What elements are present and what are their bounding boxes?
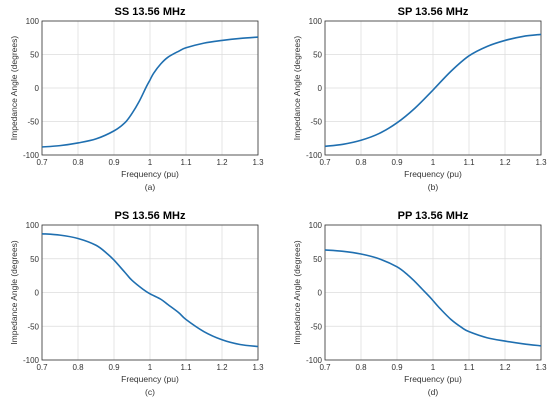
chart-title: PS 13.56 MHz bbox=[115, 210, 186, 222]
x-tick-label: 0.7 bbox=[36, 363, 48, 372]
panel-caption: (d) bbox=[428, 387, 439, 397]
x-tick-label: 1.2 bbox=[499, 363, 511, 372]
panel-caption: (a) bbox=[145, 182, 156, 192]
plot-frame bbox=[41, 20, 259, 156]
y-tick-label: 0 bbox=[318, 84, 323, 93]
panel-caption: (b) bbox=[428, 182, 439, 192]
y-tick-label: 0 bbox=[35, 84, 40, 93]
y-tick-label: -100 bbox=[23, 356, 40, 365]
series-line bbox=[41, 36, 259, 148]
x-tick-label: 1.1 bbox=[463, 363, 475, 372]
x-tick-label: 1.1 bbox=[463, 158, 475, 167]
panel-caption: (c) bbox=[145, 387, 155, 397]
x-tick-label: 0.8 bbox=[355, 158, 367, 167]
y-axis-label: Impedance Angle (degrees) bbox=[292, 36, 302, 141]
y-tick-label: 50 bbox=[30, 255, 39, 264]
x-tick-label: 1.1 bbox=[180, 158, 192, 167]
plot-frame bbox=[324, 20, 542, 156]
y-tick-label: 0 bbox=[318, 289, 323, 298]
plot-frame bbox=[41, 224, 259, 361]
x-tick-label: 0.8 bbox=[72, 363, 84, 372]
x-tick-label: 0.7 bbox=[319, 363, 331, 372]
chart-title: PP 13.56 MHz bbox=[398, 210, 469, 222]
series-line bbox=[41, 232, 259, 348]
y-tick-label: 100 bbox=[26, 221, 40, 230]
x-tick-label: 1 bbox=[148, 363, 153, 372]
x-tick-label: 1.3 bbox=[252, 158, 264, 167]
series-line bbox=[324, 249, 542, 347]
x-tick-label: 0.7 bbox=[319, 158, 331, 167]
x-tick-label: 1 bbox=[148, 158, 153, 167]
y-axis-label: Impedance Angle (degrees) bbox=[292, 240, 302, 345]
x-tick-label: 0.9 bbox=[108, 158, 120, 167]
chart-title: SS 13.56 MHz bbox=[115, 6, 186, 18]
panel-sp: SP 13.56 MHz 0.7 0.8 0.9 1 1.1 1.2 1.3 -100 -50 0 5… bbox=[292, 6, 547, 192]
y-axis-label: Impedance Angle (degrees) bbox=[9, 36, 19, 141]
x-tick-label: 0.8 bbox=[72, 158, 84, 167]
y-axis-label: Impedance Angle (degrees) bbox=[9, 240, 19, 345]
x-tick-label: 1.3 bbox=[252, 363, 264, 372]
x-axis-label: Frequency (pu) bbox=[404, 169, 462, 179]
y-tick-label: 100 bbox=[26, 17, 40, 26]
x-tick-label: 0.9 bbox=[108, 363, 120, 372]
panel-ss: SS 13.56 MHz 0.7 0.8 0.9 1 1.1 1.2 1.3 -100 -50 0 5… bbox=[9, 6, 264, 192]
x-axis-label: Frequency (pu) bbox=[121, 374, 179, 384]
y-tick-label: -50 bbox=[27, 322, 39, 331]
x-tick-label: 1.3 bbox=[535, 363, 547, 372]
y-tick-label: 100 bbox=[309, 221, 323, 230]
y-tick-label: 50 bbox=[313, 51, 322, 60]
y-tick-label: -50 bbox=[310, 118, 322, 127]
y-tick-label: -50 bbox=[310, 322, 322, 331]
x-tick-label: 1.2 bbox=[499, 158, 511, 167]
plot-frame bbox=[324, 224, 542, 361]
chart-title: SP 13.56 MHz bbox=[398, 6, 469, 18]
x-tick-label: 1 bbox=[431, 158, 436, 167]
x-tick-label: 0.8 bbox=[355, 363, 367, 372]
x-tick-label: 0.9 bbox=[391, 158, 403, 167]
x-tick-label: 1.2 bbox=[216, 363, 228, 372]
y-tick-label: -100 bbox=[23, 151, 40, 160]
x-tick-label: 1.3 bbox=[535, 158, 547, 167]
x-tick-label: 0.7 bbox=[36, 158, 48, 167]
y-tick-label: -100 bbox=[306, 356, 323, 365]
y-tick-label: 0 bbox=[35, 289, 40, 298]
y-tick-label: 100 bbox=[309, 17, 323, 26]
panel-pp: PP 13.56 MHz 0.7 0.8 0.9 1 1.1 1.2 1.3 -100 -50 0 5… bbox=[292, 210, 547, 397]
y-tick-label: 50 bbox=[30, 51, 39, 60]
x-tick-label: 1.2 bbox=[216, 158, 228, 167]
x-tick-label: 1 bbox=[431, 363, 436, 372]
y-tick-label: 50 bbox=[313, 255, 322, 264]
y-tick-label: -100 bbox=[306, 151, 323, 160]
y-tick-label: -50 bbox=[27, 118, 39, 127]
x-tick-label: 0.9 bbox=[391, 363, 403, 372]
series-line bbox=[324, 33, 542, 148]
x-tick-label: 1.1 bbox=[180, 363, 192, 372]
x-axis-label: Frequency (pu) bbox=[121, 169, 179, 179]
panel-ps: PS 13.56 MHz 0.7 0.8 0.9 1 1.1 1.2 1.3 -100 -50 0 5… bbox=[9, 210, 264, 397]
x-axis-label: Frequency (pu) bbox=[404, 374, 462, 384]
